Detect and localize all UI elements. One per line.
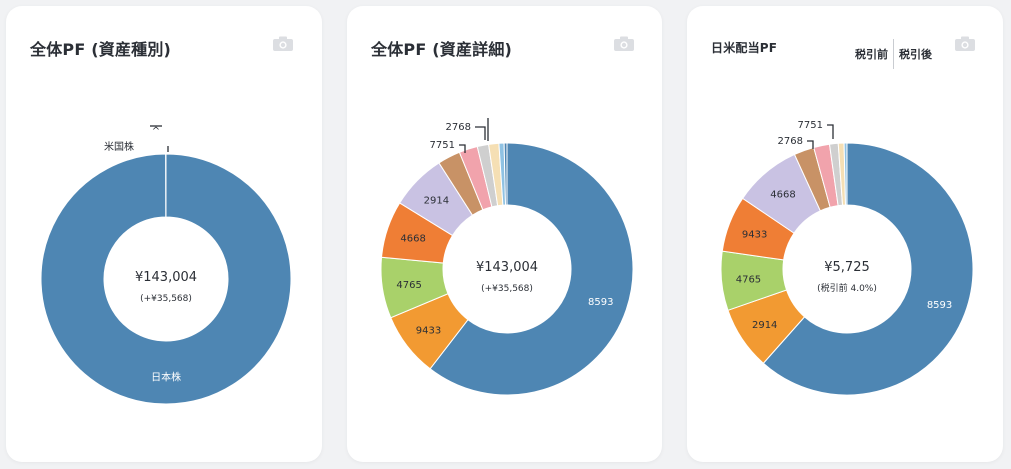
dividend-card: 日米配当PF 税引前 税引後 8593 2914 4765 9433 4668 2768 7… xyxy=(687,6,1003,462)
asset-type-card: 全体PF (資産種別) 日本株 米国株 ^ ¥143,004 (+¥35,568) xyxy=(6,6,322,462)
outside-label: 米国株 xyxy=(104,140,134,153)
center-total: ¥143,004 xyxy=(476,260,538,275)
outside-label: 7751 xyxy=(430,140,455,151)
slice-label: 日本株 xyxy=(151,370,181,383)
outside-label: 7751 xyxy=(798,120,823,131)
tax-before-toggle[interactable]: 税引前 xyxy=(855,48,888,61)
slice-label: 4765 xyxy=(396,280,421,291)
camera-icon[interactable] xyxy=(272,36,294,52)
slice-8593[interactable] xyxy=(762,142,974,396)
slice-label: 8593 xyxy=(927,300,952,311)
slice-8593[interactable] xyxy=(429,142,634,396)
card-title: 日米配当PF xyxy=(711,41,778,55)
outside-label: 2768 xyxy=(446,122,471,133)
outside-label: 2768 xyxy=(778,136,803,147)
center-total: ¥143,004 xyxy=(135,270,197,285)
leader-line xyxy=(475,126,486,140)
slice-label: 4668 xyxy=(400,234,425,245)
center-subtext: (税引前 4.0%) xyxy=(817,282,877,294)
outside-label: ^ xyxy=(152,126,160,137)
asset-detail-donut: 8593 9433 4765 4668 2914 7751 2768 ¥143,004 (+¥3… xyxy=(380,118,634,396)
tax-toggle: 税引前 税引後 xyxy=(855,39,932,69)
card-title: 全体PF (資産種別) xyxy=(30,40,172,59)
slice-minor-10[interactable] xyxy=(503,142,508,206)
card-title: 全体PF (資産詳細) xyxy=(371,40,513,59)
center-subtext: (+¥35,568) xyxy=(481,284,533,294)
slice-日本株[interactable] xyxy=(40,153,292,405)
slice-label: 4668 xyxy=(770,189,795,200)
slice-label: 2914 xyxy=(752,320,777,331)
leader-line xyxy=(807,140,814,149)
slice-label: 9433 xyxy=(416,325,441,336)
center-total: ¥5,725 xyxy=(824,260,870,275)
tax-after-toggle[interactable]: 税引後 xyxy=(899,48,932,61)
dividend-donut: 8593 2914 4765 9433 4668 2768 7751 ¥5,725 (税引前 4… xyxy=(720,120,974,396)
slice-label: 9433 xyxy=(742,229,767,240)
leader-line xyxy=(827,124,834,139)
asset-detail-card: 全体PF (資産詳細) 8593 9433 4765 4668 2914 7751 2768… xyxy=(347,6,662,462)
slice-label: 4765 xyxy=(736,274,761,285)
asset-type-donut: 日本株 米国株 ^ ¥143,004 (+¥35,568) xyxy=(40,125,292,405)
slice-label: 2914 xyxy=(424,196,449,207)
camera-icon[interactable] xyxy=(613,36,635,52)
slice-label: 8593 xyxy=(588,297,613,308)
camera-icon[interactable] xyxy=(954,36,976,52)
center-subtext: (+¥35,568) xyxy=(140,294,192,304)
slice-minor-9[interactable] xyxy=(843,142,848,206)
leader-line xyxy=(459,144,466,153)
toggle-divider xyxy=(893,39,894,69)
